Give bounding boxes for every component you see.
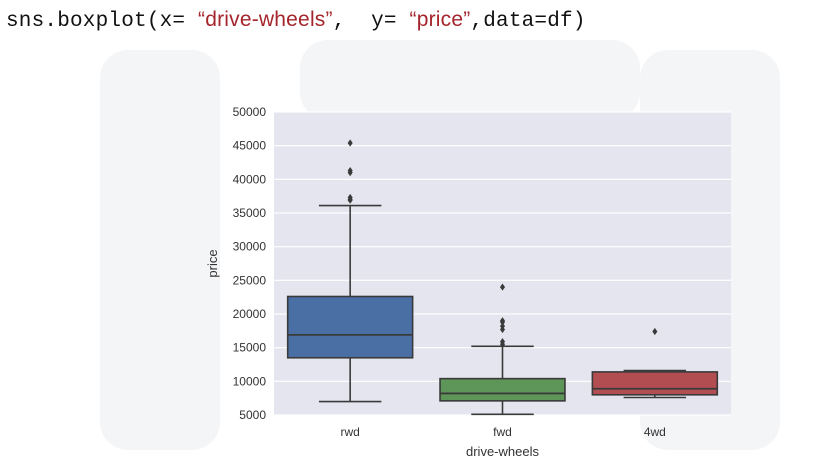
box-group-fwd — [439, 283, 566, 416]
x-tick-label: fwd — [493, 425, 512, 439]
x-tick-label: 4wd — [644, 425, 666, 439]
code-y-string: “price” — [409, 8, 471, 31]
y-tick-label: 10000 — [233, 374, 267, 388]
outlier-point — [347, 166, 353, 175]
y-tick-label: 45000 — [233, 139, 267, 153]
y-tick-label: 5000 — [239, 408, 266, 422]
y-tick-label: 50000 — [233, 105, 267, 119]
outlier-point — [347, 139, 353, 147]
outlier-point — [499, 338, 506, 346]
box-4wd — [591, 371, 719, 396]
code-middle: , y= — [332, 10, 410, 33]
code-suffix: ,data=df) — [470, 10, 586, 33]
boxes — [286, 139, 719, 416]
outlier-point — [499, 317, 506, 325]
outlier-point — [499, 322, 506, 330]
x-tick-labels: rwd fwd 4wd — [340, 425, 665, 439]
box-rwd — [286, 295, 414, 359]
y-tick-label: 30000 — [233, 240, 267, 254]
y-tick-label: 20000 — [233, 307, 267, 321]
outlier-point — [499, 283, 506, 291]
x-axis-label: drive-wheels — [466, 444, 539, 459]
y-tick-labels: 5000 10000 15000 20000 25000 30000 35000 40000 4… — [233, 105, 267, 422]
code-line: sns.boxplot(x= “drive-wheels”, y= “price… — [6, 8, 586, 33]
y-tick-label: 15000 — [233, 341, 267, 355]
watermark-shape-left — [100, 50, 220, 450]
outlier-point — [652, 327, 658, 336]
watermark-shape-top — [300, 40, 640, 120]
y-axis-label: price — [205, 249, 220, 277]
y-tick-label: 25000 — [233, 273, 267, 287]
y-tick-label: 40000 — [233, 172, 267, 186]
code-prefix: sns.boxplot(x= — [6, 10, 199, 33]
outlier-point — [347, 193, 353, 202]
box-group-4wd — [591, 327, 719, 399]
box-group-rwd — [286, 139, 414, 403]
code-x-string: “drive-wheels” — [198, 8, 333, 31]
y-tick-label: 35000 — [233, 206, 267, 220]
box-fwd — [439, 377, 566, 402]
x-tick-label: rwd — [340, 425, 359, 439]
